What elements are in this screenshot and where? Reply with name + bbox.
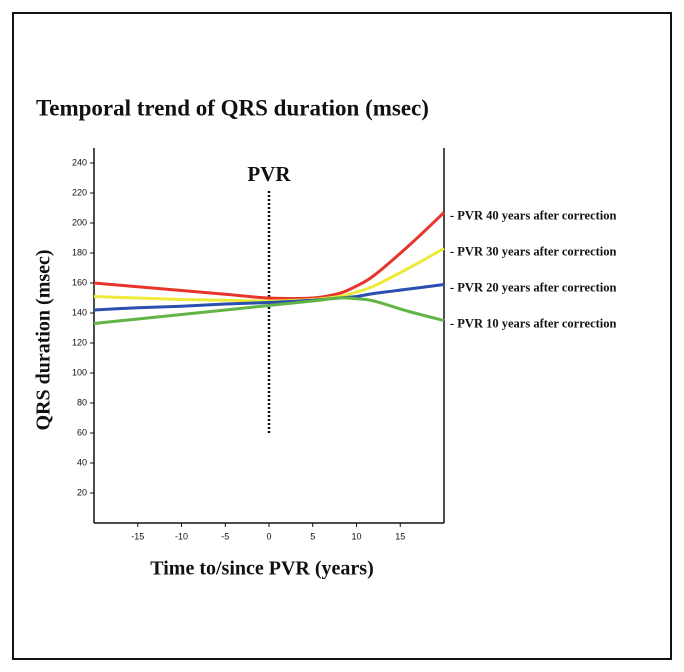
y-tick-label: 160 bbox=[72, 277, 87, 287]
x-tick-label: 10 bbox=[351, 531, 361, 541]
x-tick-label: 0 bbox=[266, 531, 271, 541]
y-tick-label: 180 bbox=[72, 247, 87, 257]
legend-label: - PVR 10 years after correction bbox=[450, 316, 617, 330]
pvr-label: PVR bbox=[247, 162, 291, 186]
frame bbox=[12, 12, 672, 660]
y-tick-label: 40 bbox=[77, 457, 87, 467]
y-tick-label: 20 bbox=[77, 487, 87, 497]
y-tick-label: 140 bbox=[72, 307, 87, 317]
x-axis-label: Time to/since PVR (years) bbox=[150, 558, 373, 580]
y-tick-label: 100 bbox=[72, 367, 87, 377]
legend-label: - PVR 30 years after correction bbox=[450, 244, 617, 258]
chart-title: Temporal trend of QRS duration (msec) bbox=[36, 95, 429, 120]
y-axis-label: QRS duration (msec) bbox=[33, 249, 55, 430]
x-tick-label: -5 bbox=[221, 531, 229, 541]
x-tick-label: 5 bbox=[310, 531, 315, 541]
y-tick-label: 80 bbox=[77, 397, 87, 407]
y-tick-label: 240 bbox=[72, 157, 87, 167]
y-tick-label: 200 bbox=[72, 217, 87, 227]
x-tick-label: -10 bbox=[175, 531, 188, 541]
legend-label: - PVR 40 years after correction bbox=[450, 208, 617, 222]
y-tick-label: 220 bbox=[72, 187, 87, 197]
series-line bbox=[93, 296, 445, 325]
x-tick-label: -15 bbox=[131, 531, 144, 541]
y-tick-label: 60 bbox=[77, 427, 87, 437]
legend-label: - PVR 20 years after correction bbox=[450, 280, 617, 294]
x-tick-label: 15 bbox=[395, 531, 405, 541]
y-tick-label: 120 bbox=[72, 337, 87, 347]
